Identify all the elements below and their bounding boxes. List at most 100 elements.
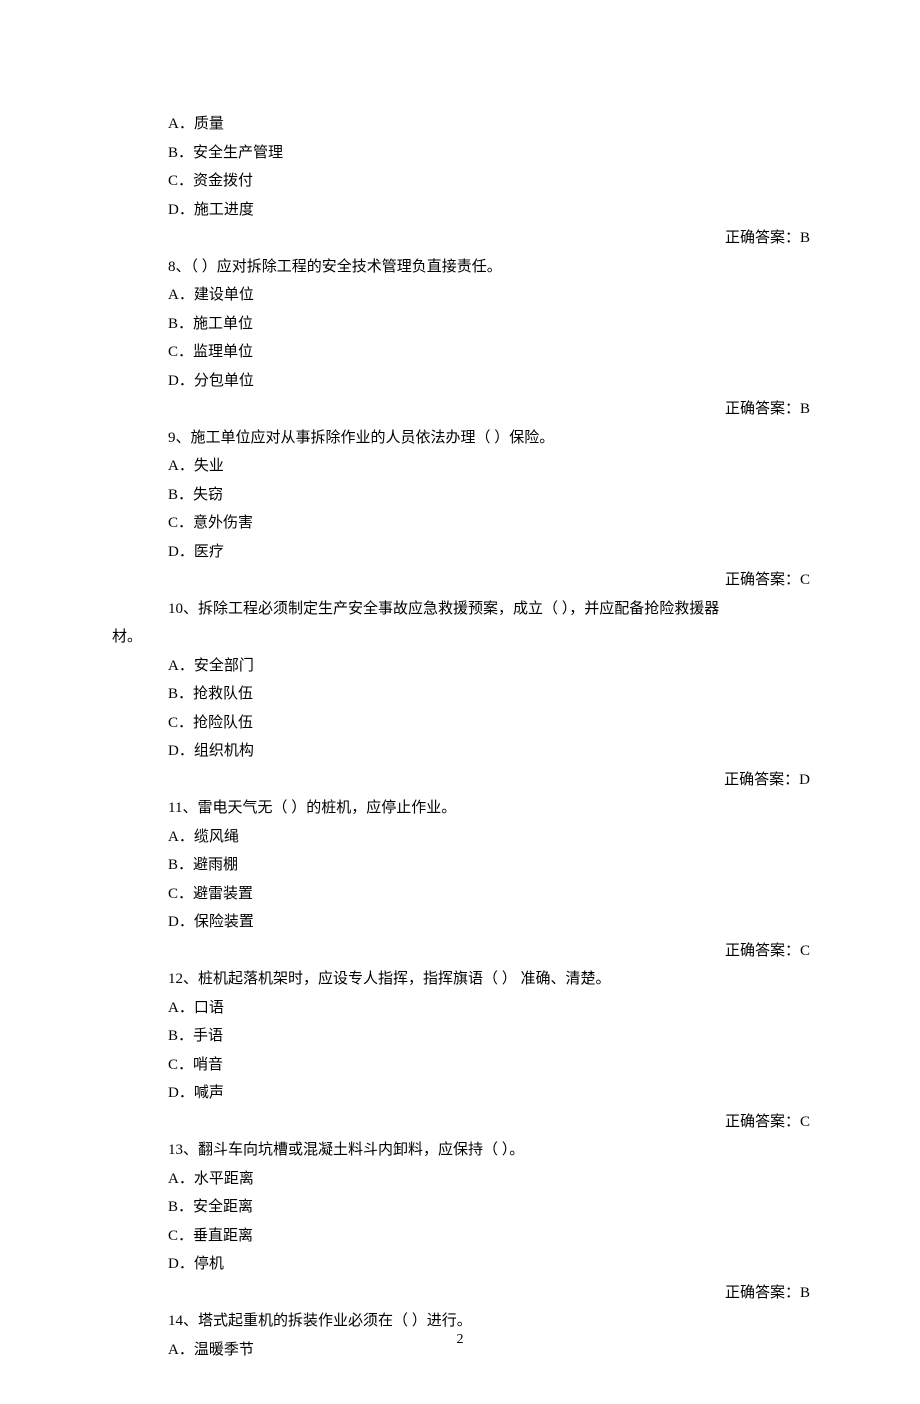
option-text: 施工单位 — [193, 316, 253, 332]
option-letter: B． — [168, 1199, 193, 1215]
option-c: C．抢险队伍 — [140, 709, 810, 738]
option-text: 失业 — [194, 458, 224, 474]
option-c: C．监理单位 — [140, 338, 810, 367]
option-letter: D． — [168, 544, 194, 560]
option-a: A．安全部门 — [140, 652, 810, 681]
option-letter: C． — [168, 344, 193, 360]
answer-prefix: 正确答案： — [725, 1285, 800, 1301]
option-text: 避雨棚 — [193, 857, 238, 873]
option-text: 意外伤害 — [193, 515, 253, 531]
option-b: B．避雨棚 — [140, 851, 810, 880]
page-number: 2 — [0, 1327, 920, 1354]
option-text: 抢救队伍 — [193, 686, 253, 702]
option-b: B．抢救队伍 — [140, 680, 810, 709]
document-page: A．质量 B．安全生产管理 C．资金拨付 D．施工进度 正确答案：B 8、（ ）… — [0, 0, 920, 1404]
option-d: D．分包单位 — [140, 367, 810, 396]
option-letter: C． — [168, 886, 193, 902]
option-text: 喊声 — [194, 1085, 224, 1101]
answer-prefix: 正确答案： — [725, 572, 800, 588]
option-letter: C． — [168, 1228, 193, 1244]
option-text: 抢险队伍 — [193, 715, 253, 731]
answer-value: B — [800, 401, 810, 417]
option-a: A．质量 — [140, 110, 810, 139]
option-text: 安全距离 — [193, 1199, 253, 1215]
option-text: 哨音 — [193, 1057, 223, 1073]
question-stem-cont: 材。 — [112, 623, 810, 652]
option-b: B．安全生产管理 — [140, 139, 810, 168]
answer-line: 正确答案：C — [140, 937, 810, 966]
option-text: 安全生产管理 — [193, 145, 283, 161]
option-c: C．垂直距离 — [140, 1222, 810, 1251]
option-d: D．组织机构 — [140, 737, 810, 766]
option-c: C．哨音 — [140, 1051, 810, 1080]
option-b: B．失窃 — [140, 481, 810, 510]
option-letter: B． — [168, 1028, 193, 1044]
option-letter: A． — [168, 287, 194, 303]
option-letter: C． — [168, 173, 193, 189]
answer-value: C — [800, 1114, 810, 1130]
option-letter: B． — [168, 487, 193, 503]
answer-line: 正确答案：D — [140, 766, 810, 795]
option-a: A．口语 — [140, 994, 810, 1023]
option-letter: B． — [168, 145, 193, 161]
option-letter: D． — [168, 914, 194, 930]
option-letter: B． — [168, 316, 193, 332]
answer-value: D — [799, 772, 810, 788]
option-letter: D． — [168, 1085, 194, 1101]
option-b: B．手语 — [140, 1022, 810, 1051]
option-text: 手语 — [193, 1028, 223, 1044]
option-text: 垂直距离 — [193, 1228, 253, 1244]
answer-prefix: 正确答案： — [725, 401, 800, 417]
answer-prefix: 正确答案： — [725, 1114, 800, 1130]
option-letter: A． — [168, 116, 194, 132]
answer-value: C — [800, 943, 810, 959]
question-11: 11、雷电天气无（ ）的桩机，应停止作业。 A．缆风绳 B．避雨棚 C．避雷装置… — [140, 794, 810, 965]
answer-prefix: 正确答案： — [725, 943, 800, 959]
option-text: 医疗 — [194, 544, 224, 560]
option-text: 水平距离 — [194, 1171, 254, 1187]
option-text: 停机 — [194, 1256, 224, 1272]
option-a: A．缆风绳 — [140, 823, 810, 852]
question-stem: 10、拆除工程必须制定生产安全事故应急救援预案，成立（ ），并应配备抢险救援器 — [140, 595, 810, 624]
question-12: 12、桩机起落机架时，应设专人指挥，指挥旗语（ ） 准确、清楚。 A．口语 B．… — [140, 965, 810, 1136]
option-a: A．水平距离 — [140, 1165, 810, 1194]
option-text: 避雷装置 — [193, 886, 253, 902]
answer-prefix: 正确答案： — [725, 230, 800, 246]
option-text: 监理单位 — [193, 344, 253, 360]
option-letter: B． — [168, 686, 193, 702]
option-d: D．喊声 — [140, 1079, 810, 1108]
option-b: B．施工单位 — [140, 310, 810, 339]
option-letter: A． — [168, 1171, 194, 1187]
question-7-tail: A．质量 B．安全生产管理 C．资金拨付 D．施工进度 正确答案：B — [140, 110, 810, 253]
option-letter: C． — [168, 1057, 193, 1073]
question-stem: 9、施工单位应对从事拆除作业的人员依法办理（ ）保险。 — [140, 424, 810, 453]
question-stem: 8、（ ）应对拆除工程的安全技术管理负直接责任。 — [140, 253, 810, 282]
answer-value: C — [800, 572, 810, 588]
option-text: 施工进度 — [194, 202, 254, 218]
option-d: D．施工进度 — [140, 196, 810, 225]
option-text: 保险装置 — [194, 914, 254, 930]
question-stem: 12、桩机起落机架时，应设专人指挥，指挥旗语（ ） 准确、清楚。 — [140, 965, 810, 994]
option-letter: A． — [168, 658, 194, 674]
option-d: D．停机 — [140, 1250, 810, 1279]
option-letter: D． — [168, 743, 194, 759]
answer-line: 正确答案：B — [140, 224, 810, 253]
option-text: 分包单位 — [194, 373, 254, 389]
option-a: A．建设单位 — [140, 281, 810, 310]
option-letter: C． — [168, 515, 193, 531]
question-13: 13、翻斗车向坑槽或混凝土料斗内卸料，应保持（ ）。 A．水平距离 B．安全距离… — [140, 1136, 810, 1307]
question-stem: 11、雷电天气无（ ）的桩机，应停止作业。 — [140, 794, 810, 823]
option-d: D．医疗 — [140, 538, 810, 567]
option-letter: D． — [168, 202, 194, 218]
option-text: 质量 — [194, 116, 224, 132]
answer-line: 正确答案：C — [140, 1108, 810, 1137]
option-c: C．意外伤害 — [140, 509, 810, 538]
option-c: C．资金拨付 — [140, 167, 810, 196]
question-10: 10、拆除工程必须制定生产安全事故应急救援预案，成立（ ），并应配备抢险救援器 … — [140, 595, 810, 795]
question-9: 9、施工单位应对从事拆除作业的人员依法办理（ ）保险。 A．失业 B．失窃 C．… — [140, 424, 810, 595]
option-letter: A． — [168, 458, 194, 474]
option-c: C．避雷装置 — [140, 880, 810, 909]
option-d: D．保险装置 — [140, 908, 810, 937]
answer-line: 正确答案：C — [140, 566, 810, 595]
option-text: 安全部门 — [194, 658, 254, 674]
